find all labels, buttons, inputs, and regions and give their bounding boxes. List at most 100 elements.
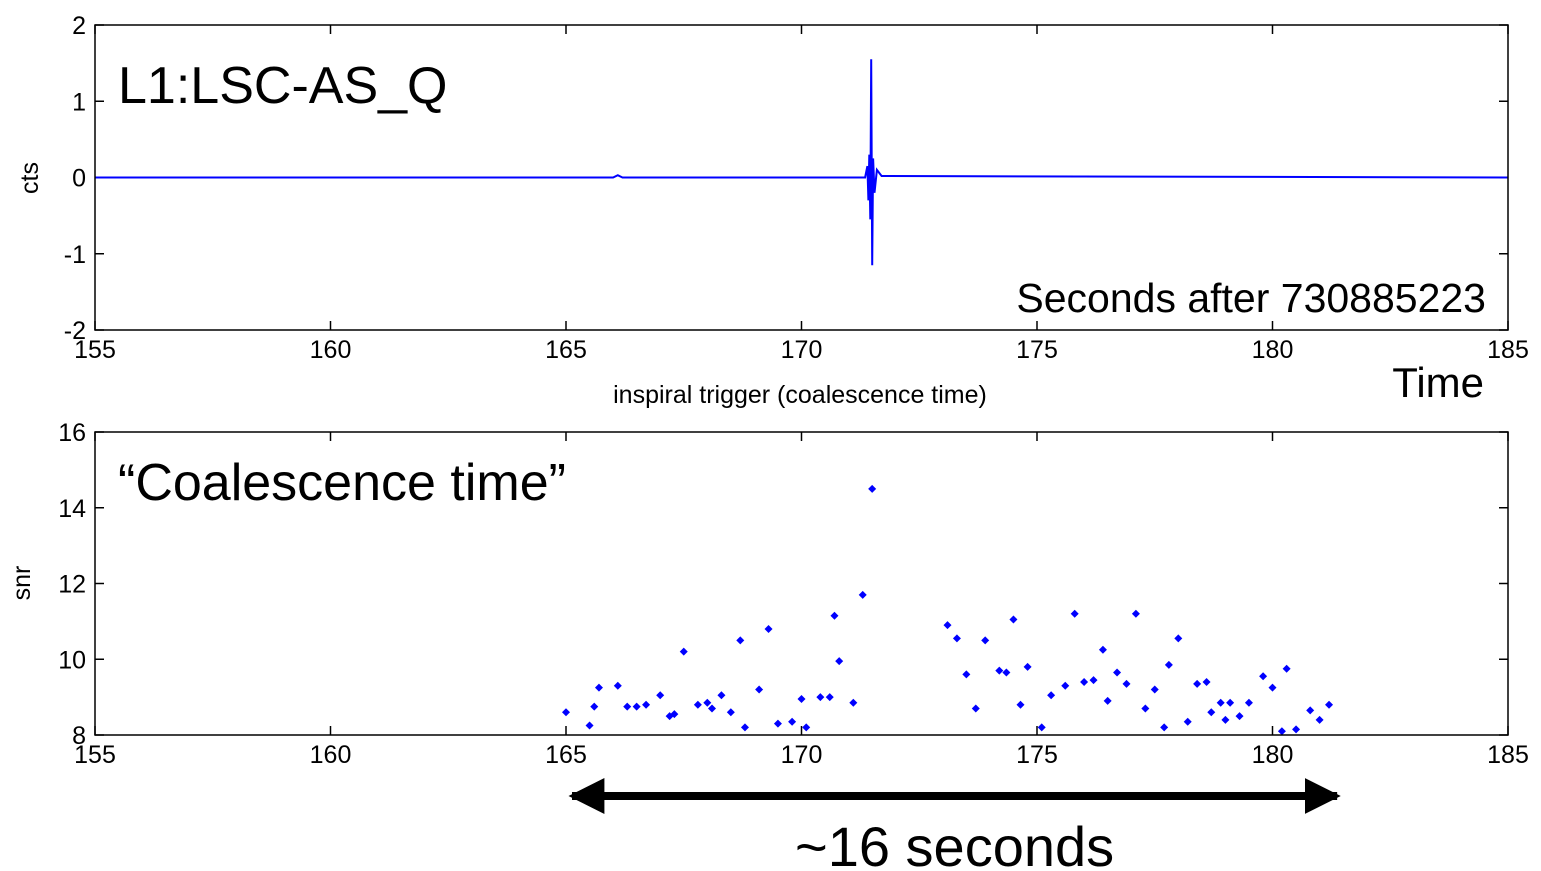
bottom-xtick-label: 170 [781, 741, 823, 769]
snr-point [1131, 609, 1140, 618]
bottom-panel: 155 160 165 170 175 180 185 8 10 12 14 16 snr “Coal… [8, 419, 1529, 871]
bottom-ytick-label: 14 [58, 495, 86, 523]
snr-point [726, 708, 735, 717]
snr-point [849, 698, 858, 707]
snr-point [1221, 715, 1230, 724]
snr-point [1282, 664, 1291, 673]
snr-point [858, 590, 867, 599]
offset-annotation: Seconds after 730885223 [1016, 275, 1486, 321]
snr-point [585, 721, 594, 730]
top-tick-labels: 155 160 165 170 175 180 185 -2 -1 0 1 2 [64, 12, 1529, 364]
snr-point [708, 704, 717, 713]
snr-point [981, 636, 990, 645]
top-xlabel: inspiral trigger (coalescence time) [613, 381, 987, 409]
snr-point [1061, 681, 1070, 690]
bottom-xtick-label: 165 [545, 741, 587, 769]
snr-point [1070, 609, 1079, 618]
bottom-xtick-label: 180 [1252, 741, 1294, 769]
snr-point [995, 666, 1004, 675]
snr-point [736, 636, 745, 645]
snr-point [1103, 696, 1112, 705]
snr-point [1141, 704, 1150, 713]
snr-point [1080, 677, 1089, 686]
snr-point [594, 683, 603, 692]
snr-point [1207, 708, 1216, 717]
bottom-xtick-label: 185 [1487, 741, 1529, 769]
bottom-axes-box [94, 431, 1509, 736]
bottom-ytick-label: 8 [72, 722, 86, 750]
snr-point [717, 691, 726, 700]
span-label: ~16 seconds [795, 815, 1114, 871]
snr-point [679, 647, 688, 656]
top-xtick-label: 185 [1487, 336, 1529, 364]
snr-point [1306, 706, 1315, 715]
top-xtick-label: 180 [1252, 336, 1294, 364]
snr-point [1244, 698, 1253, 707]
bottom-tick-labels: 155 160 165 170 175 180 185 8 10 12 14 16 [58, 419, 1529, 769]
top-xtick-label: 175 [1016, 336, 1058, 364]
snr-point [623, 702, 632, 711]
snr-point [642, 700, 651, 709]
top-xtick-label: 155 [74, 336, 116, 364]
snr-point [740, 723, 749, 732]
snr-point [1089, 676, 1098, 685]
snr-point [868, 484, 877, 493]
snr-point [1098, 645, 1107, 654]
snr-point [1113, 668, 1122, 677]
top-ytick-label: 2 [72, 12, 86, 40]
top-xtick-label: 170 [781, 336, 823, 364]
bottom-xtick-label: 175 [1016, 741, 1058, 769]
snr-point [703, 698, 712, 707]
top-ytick-label: -1 [64, 241, 86, 269]
snr-point [693, 700, 702, 709]
snr-point [788, 717, 797, 726]
bottom-ylabel: snr [8, 566, 36, 601]
top-ytick-label: 1 [72, 88, 86, 116]
coalescence-annotation: “Coalescence time” [118, 454, 566, 512]
snr-point [1164, 660, 1173, 669]
bottom-xtick-label: 160 [310, 741, 352, 769]
snr-point [632, 702, 641, 711]
top-xtick-label: 165 [545, 336, 587, 364]
snr-point [802, 723, 811, 732]
snr-point [1160, 723, 1169, 732]
snr-point [797, 695, 806, 704]
snr-point [1122, 679, 1131, 688]
snr-point [590, 702, 599, 711]
snr-point [1009, 615, 1018, 624]
snr-point [1023, 662, 1032, 671]
snr-point [1235, 712, 1244, 721]
snr-point [656, 691, 665, 700]
snr-point [1183, 717, 1192, 726]
snr-point [1174, 634, 1183, 643]
snr-point [670, 710, 679, 719]
snr-point [562, 708, 570, 717]
snr-point [1016, 700, 1025, 709]
snr-point [755, 685, 764, 694]
snr-point [1315, 715, 1324, 724]
snr-point [1277, 727, 1286, 736]
bottom-ytick-label: 16 [58, 419, 86, 447]
snr-point [943, 621, 952, 630]
snr-point [825, 693, 834, 702]
snr-point [1193, 679, 1202, 688]
snr-point [1226, 698, 1235, 707]
snr-point [1037, 723, 1046, 732]
bottom-ytick-label: 12 [58, 571, 86, 599]
snr-point [971, 704, 980, 713]
snr-point [1259, 672, 1268, 681]
top-panel: 155 160 165 170 175 180 185 -2 -1 0 1 2 cts inspira… [16, 12, 1529, 409]
snr-point [1292, 725, 1301, 734]
top-signal-line [95, 59, 1509, 266]
snr-point [1216, 698, 1225, 707]
snr-point [835, 657, 844, 666]
time-annotation: Time [1392, 359, 1484, 406]
channel-annotation: L1:LSC-AS_Q [118, 57, 448, 115]
snr-point [830, 611, 839, 620]
snr-point [1150, 685, 1159, 694]
snr-point [1002, 668, 1011, 677]
top-ylabel: cts [16, 162, 44, 194]
snr-point [962, 670, 971, 679]
top-ytick-label: -2 [64, 317, 86, 345]
